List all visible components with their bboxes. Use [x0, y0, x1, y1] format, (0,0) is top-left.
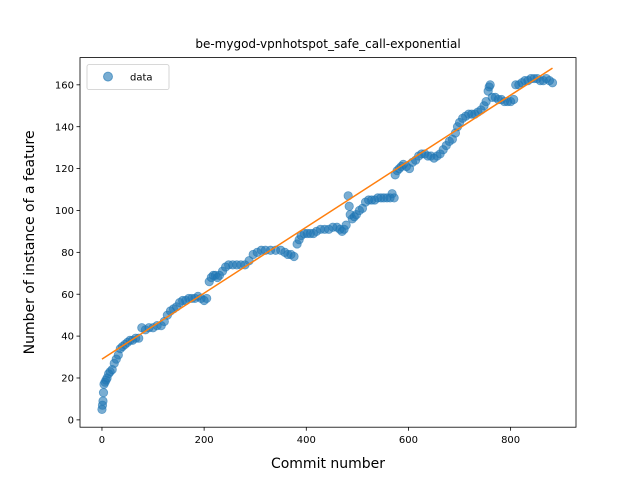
y-tick-label: 40: [61, 332, 74, 343]
legend-box: [86, 64, 170, 90]
x-tick-label: 800: [501, 435, 520, 446]
data-point: [98, 396, 108, 406]
x-axis-ticks: 0 200 400 600 800: [99, 427, 520, 446]
fit-line: [101, 67, 553, 360]
chart-title: be-mygod-vpnhotspot_safe_call-exponentia…: [195, 37, 460, 51]
legend: data: [86, 64, 170, 90]
y-tick-label: 80: [61, 248, 74, 259]
x-axis-label: Commit number: [271, 456, 385, 472]
data-point: [485, 80, 495, 90]
y-tick-label: 20: [61, 374, 74, 385]
data-point: [289, 251, 299, 262]
plot-frame: [79, 57, 577, 428]
data-point: [509, 94, 519, 105]
x-tick-label: 400: [297, 435, 316, 446]
y-axis-label: Number of instance of a feature: [22, 130, 38, 354]
data-point: [547, 78, 558, 88]
y-tick-label: 100: [55, 206, 74, 217]
x-tick-label: 600: [399, 435, 418, 446]
fit-line-group: [101, 67, 553, 360]
y-axis-ticks: 0 20 40 60 80 100 120 140 160: [55, 80, 80, 426]
y-tick-label: 0: [68, 415, 74, 426]
y-tick-label: 60: [61, 290, 74, 301]
data-point: [389, 193, 399, 203]
data-point: [98, 388, 109, 398]
data-point: [344, 201, 354, 211]
x-tick-label: 0: [99, 435, 105, 446]
x-tick-label: 200: [195, 435, 214, 446]
plot-area: [80, 57, 576, 428]
data-point: [341, 220, 351, 230]
legend-marker: [103, 71, 113, 82]
legend-label: data: [130, 73, 153, 84]
data-point: [202, 293, 212, 304]
y-tick-label: 160: [55, 80, 74, 91]
y-tick-label: 120: [55, 164, 74, 175]
y-tick-label: 140: [55, 122, 74, 133]
